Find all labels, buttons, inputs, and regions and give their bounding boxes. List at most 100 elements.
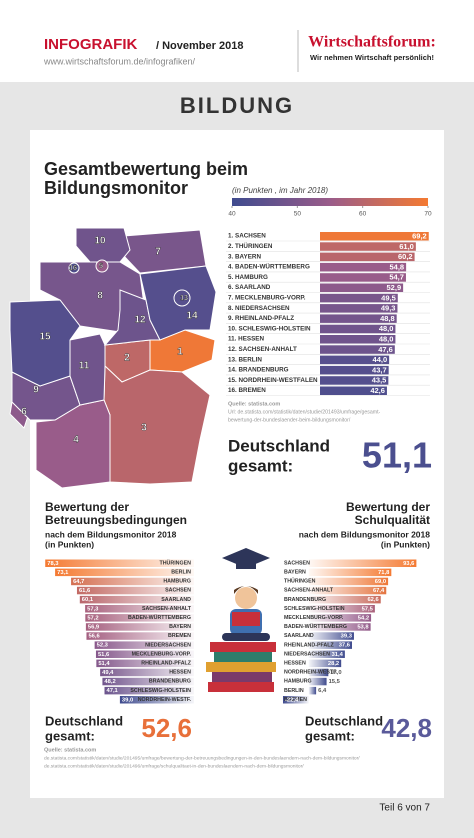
category-label: NIEDERSACHSEN: [284, 651, 330, 657]
value-label: 53,8: [357, 625, 369, 631]
category-label: 16. BREMEN: [228, 387, 266, 394]
total-label: gesamt:: [228, 456, 293, 475]
bar: [320, 345, 395, 354]
category-label: HAMBURG: [163, 579, 191, 585]
value-label: 57,5: [362, 606, 374, 612]
logo: Wirtschaftsforum:: [308, 34, 436, 51]
map-label: 15: [39, 332, 51, 343]
map-label: 12: [134, 315, 146, 326]
brand: INFOGRAFIK: [44, 36, 137, 53]
value-label: 47,6: [378, 345, 393, 354]
bar: [308, 577, 389, 586]
chart-title: Betreuungsbedingungen: [45, 513, 187, 527]
category-label: NORDRHEIN-WESTF.: [138, 697, 192, 703]
colorbar: [232, 198, 428, 206]
value-label: 39,3: [341, 634, 353, 640]
value-label: 28,2: [328, 661, 339, 667]
value-label: 93,6: [403, 561, 415, 567]
bar: [308, 605, 375, 613]
map-label: 8: [97, 291, 103, 302]
bar: [308, 659, 342, 668]
value-label: 44,0: [373, 355, 388, 364]
value-label: 56,9: [88, 625, 100, 631]
category-label: BADEN-WÜRTTEMBERG: [284, 623, 347, 630]
value-label: 61,6: [79, 588, 91, 594]
total-label: Deutschland: [228, 436, 330, 455]
category-label: BAYERN: [284, 570, 306, 576]
book: [212, 672, 272, 682]
category-label: 14. BRANDENBURG: [228, 367, 289, 374]
map-state: [75, 227, 131, 263]
bar: [320, 335, 396, 344]
category-label: BAYERN: [169, 624, 191, 630]
value-label: 61,0: [399, 242, 414, 251]
value-label: 57,2: [87, 615, 98, 621]
bar: [45, 559, 195, 567]
subtitle: (in Punkten): [45, 539, 94, 549]
value-label: 49,5: [381, 293, 396, 302]
category-label: RHEINLAND-PFALZ: [141, 661, 191, 667]
bar: [85, 605, 194, 613]
category-label: SCHLESWIG-HOLSTEIN: [284, 606, 345, 612]
category-label: BREMEN: [284, 697, 307, 703]
value-label: 60,1: [82, 597, 94, 603]
map-label: 11: [79, 361, 90, 372]
bar: [119, 696, 194, 704]
bar: [308, 586, 387, 595]
colorbar-tick-label: 50: [294, 211, 302, 218]
book: [210, 642, 276, 652]
bar: [308, 641, 352, 649]
subtitle: (in Punkten): [381, 539, 430, 549]
bar: [308, 686, 317, 695]
head: [235, 587, 257, 609]
value-label: 6,4: [318, 688, 327, 694]
bar: [320, 314, 397, 323]
map-state: [69, 333, 106, 406]
bar: [320, 262, 407, 272]
bar: [320, 304, 398, 313]
map-label: 13: [180, 295, 188, 302]
colorbar-tick-label: 40: [228, 211, 236, 218]
subtitle: nach dem Bildungsmonitor 2018: [299, 529, 431, 539]
category-label: NIEDERSACHSEN: [145, 642, 191, 648]
bar: [95, 650, 194, 658]
value-label: 39,0: [122, 697, 133, 703]
map-label: 2: [124, 353, 130, 364]
category-label: 12. SACHSEN-ANHALT: [228, 346, 297, 353]
category-label: BERLIN: [171, 570, 191, 576]
bar: [55, 568, 194, 577]
category-label: MECKLENBURG-VORP.: [132, 651, 192, 657]
map-label: 6: [21, 407, 27, 418]
bar: [320, 242, 416, 251]
category-label: THÜRINGEN: [284, 578, 316, 585]
value-label: 69,0: [375, 579, 386, 585]
value-label: 42,6: [370, 386, 385, 395]
map-label: 10: [94, 236, 106, 247]
category-label: RHEINLAND-PFALZ: [284, 642, 334, 648]
category-label: BADEN-WÜRTTEMBERG: [128, 614, 191, 621]
bar: [320, 386, 387, 395]
source: de.statista.com/statistik/daten/studie/2…: [44, 763, 304, 769]
category-label: 2. THÜRINGEN: [228, 241, 273, 250]
colorbar-tick-label: 70: [424, 211, 432, 218]
slogan: Wir nehmen Wirtschaft persönlich!: [310, 53, 434, 62]
bar: [308, 559, 417, 567]
map-state: [123, 229, 207, 274]
bar: [308, 623, 371, 631]
source: de.statista.com/statistik/daten/studie/2…: [44, 755, 360, 761]
total-value: 42,8: [381, 713, 432, 743]
category-label: 5. HAMBURG: [228, 274, 268, 281]
bar: [308, 632, 354, 640]
category-label: BRANDENBURG: [149, 679, 191, 685]
category-label: SAARLAND: [161, 597, 191, 603]
map-label: 4: [73, 435, 79, 446]
category-label: NORDRHEIN-WESTF.: [284, 670, 338, 676]
bar: [85, 623, 194, 631]
bar: [320, 324, 396, 334]
category-label: SACHSEN-ANHALT: [284, 588, 334, 594]
category-label: 4. BADEN-WÜRTTEMBERG: [228, 262, 310, 271]
total-label: gesamt:: [305, 728, 355, 743]
category-label: HESSEN: [169, 670, 191, 676]
book: [214, 652, 272, 662]
